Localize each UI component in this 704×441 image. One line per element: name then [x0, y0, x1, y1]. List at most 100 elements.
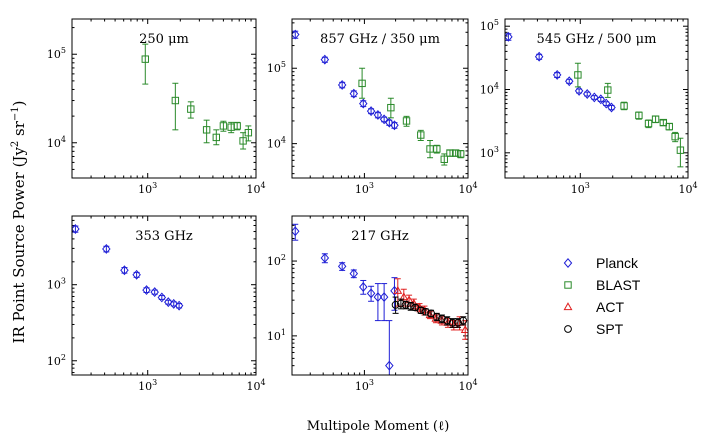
y-tick-label: 105 — [267, 60, 286, 75]
axes-frame — [291, 215, 469, 376]
y-tick-base: 10 — [267, 255, 281, 268]
x-tick-base: 10 — [138, 380, 152, 393]
data-point — [659, 118, 668, 127]
data-point — [401, 300, 410, 309]
data-point — [373, 292, 383, 303]
series-blast — [574, 62, 685, 168]
data-point — [320, 54, 330, 65]
axes-frame — [71, 215, 257, 376]
data-point — [607, 102, 616, 113]
data-point — [396, 299, 405, 308]
data-point — [142, 285, 151, 296]
y-tick-base: 10 — [480, 84, 494, 97]
data-point — [337, 79, 347, 90]
data-point — [443, 316, 452, 325]
data-point — [72, 224, 80, 234]
x-tick-label: 103 — [355, 378, 374, 393]
data-point — [349, 268, 359, 279]
data-point — [102, 243, 111, 254]
y-tick-base: 10 — [267, 330, 281, 343]
data-point — [448, 318, 457, 327]
plot-area — [292, 29, 465, 166]
plot-area — [141, 43, 253, 150]
legend-marker — [564, 281, 572, 289]
x-tick-exponent: 4 — [692, 181, 697, 190]
legend-marker — [563, 258, 573, 268]
data-point — [635, 111, 643, 120]
legend-item-planck: Planck — [563, 255, 639, 271]
y-tick-exponent: 2 — [281, 253, 286, 262]
data-point — [337, 261, 347, 272]
data-point — [174, 300, 184, 311]
y-tick-base: 10 — [47, 279, 61, 292]
x-tick-exponent: 3 — [369, 378, 374, 387]
data-point — [366, 288, 376, 299]
x-tick-label: 104 — [458, 378, 477, 393]
series-planck — [72, 224, 184, 311]
y-tick-label: 104 — [267, 136, 286, 151]
x-tick-exponent: 4 — [472, 378, 477, 387]
y-tick-label: 105 — [47, 46, 66, 61]
data-point — [454, 318, 462, 327]
y-tick-base: 10 — [480, 20, 494, 33]
x-tick-exponent: 4 — [260, 378, 265, 387]
x-tick-exponent: 3 — [585, 181, 590, 190]
legend-marker — [564, 325, 572, 333]
y-tick-base: 10 — [47, 48, 61, 61]
y-tick-exponent: 2 — [61, 353, 66, 362]
data-point — [456, 150, 465, 158]
plot-area — [292, 223, 468, 375]
y-tick-label: 105 — [480, 18, 499, 33]
data-point — [421, 307, 430, 316]
data-point — [451, 149, 460, 157]
x-tick-label: 103 — [571, 181, 590, 196]
x-tick-base: 10 — [246, 183, 260, 196]
data-point — [574, 71, 582, 79]
data-point — [406, 302, 415, 310]
series-planck — [292, 29, 399, 131]
data-point — [399, 292, 409, 301]
data-point — [565, 76, 574, 87]
data-point — [120, 265, 129, 276]
data-point — [416, 306, 425, 315]
data-point — [320, 252, 330, 263]
data-point — [459, 316, 468, 325]
panel-title: 217 GHz — [351, 229, 409, 244]
y-axis-title-sup2: −1 — [10, 106, 21, 121]
data-point — [366, 106, 376, 117]
y-axis-title-end: ) — [10, 100, 28, 106]
data-point — [620, 102, 628, 110]
x-tick-base: 10 — [355, 380, 369, 393]
x-tick-label: 104 — [458, 181, 477, 196]
y-tick-label: 103 — [47, 277, 66, 292]
data-point — [402, 117, 411, 125]
data-point — [385, 360, 394, 371]
legend-item-blast: BLAST — [564, 277, 641, 293]
data-point — [596, 94, 606, 105]
series-planck — [505, 31, 616, 113]
data-point — [358, 79, 366, 88]
y-tick-exponent: 4 — [494, 82, 499, 91]
x-tick-exponent: 4 — [260, 181, 265, 190]
data-point — [292, 29, 300, 40]
data-point — [552, 69, 562, 80]
data-point — [359, 98, 368, 109]
x-tick-base: 10 — [355, 183, 369, 196]
y-axis-title-main: IR Point Source Power (Jy — [10, 147, 28, 344]
x-tick-base: 10 — [138, 183, 152, 196]
data-point — [446, 149, 454, 157]
legend: Planck BLAST ACT SPT — [563, 255, 641, 337]
y-tick-exponent: 5 — [281, 60, 286, 69]
x-tick-base: 10 — [458, 380, 472, 393]
y-tick-exponent: 4 — [61, 135, 66, 144]
data-point — [171, 96, 180, 105]
data-point — [202, 126, 211, 134]
y-tick-base: 10 — [47, 137, 61, 150]
data-point — [150, 287, 159, 298]
plot-area — [505, 31, 685, 168]
data-point — [141, 55, 149, 63]
